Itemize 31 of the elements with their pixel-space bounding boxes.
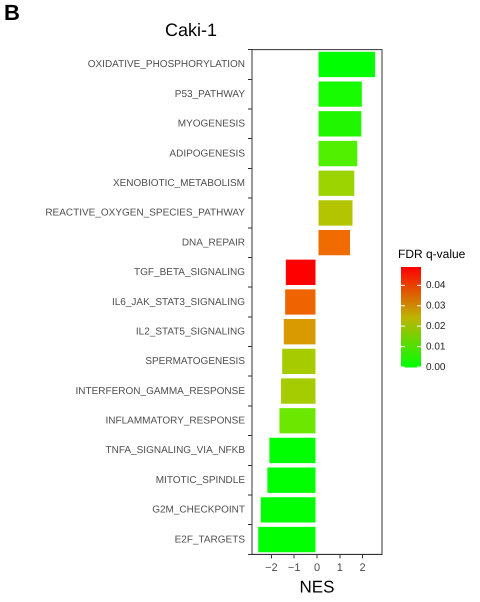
x-tick-label: 2 [360,562,366,574]
y-tick-label: INTERFERON_GAMMA_RESPONSE [76,386,246,397]
y-tick-label: TNFA_SIGNALING_VIA_NFKB [106,445,246,456]
y-tick-label: DNA_REPAIR [182,237,245,248]
y-tick-label: ADIPOGENESIS [169,148,246,160]
y-tick-label: SPERMATOGENESIS [145,356,246,368]
y-tick-label: G2M_CHECKPOINT [152,504,245,516]
y-tick-label: INFLAMMATORY_RESPONSE [106,416,246,427]
x-axis-title: NES [300,577,334,596]
text: B [4,0,20,26]
y-tick-label: MYOGENESIS [178,118,246,130]
x-tick-label: −1 [288,562,300,574]
y-tick-label: MITOTIC_SPINDLE [156,474,246,486]
y-tick-label: REACTIVE_OXYGEN_SPECIES_PATHWAY [45,208,246,219]
color-bar-label: 0.03 [426,300,446,312]
y-tick-label: IL2_STAT5_SIGNALING [136,326,246,338]
y-tick-label: TGF_BETA_SIGNALING [134,267,246,278]
chart-title: Caki-1 [164,20,218,40]
color-bar-label: 0.01 [426,341,446,352]
y-tick-label: P53_PATHWAY [174,88,246,100]
y-tick-label: E2F_TARGETS [174,534,246,546]
y-tick-label: XENOBIOTIC_METABOLISM [112,178,245,189]
color-bar-title: FDR q-value [398,247,466,261]
x-tick-label: 1 [336,562,343,574]
color-bar-label: 0.02 [426,320,446,332]
color-bar-label: 0.00 [426,362,446,373]
x-tick-label: −2 [265,562,278,574]
y-tick-label: IL6_JAK_STAT3_SIGNALING [112,296,246,308]
color-bar-label: 0.04 [426,280,446,292]
x-tick-label: 0 [314,562,320,574]
y-tick-label: OXIDATIVE_PHOSPHORYLATION [88,59,245,70]
